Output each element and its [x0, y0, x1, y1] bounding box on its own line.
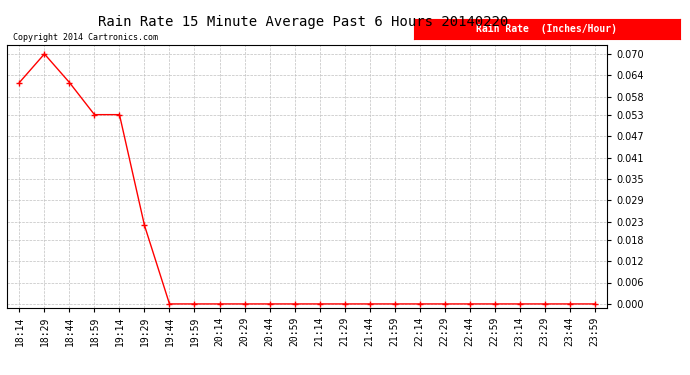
Text: Copyright 2014 Cartronics.com: Copyright 2014 Cartronics.com [13, 33, 158, 42]
Text: Rain Rate  (Inches/Hour): Rain Rate (Inches/Hour) [476, 24, 618, 34]
Text: Rain Rate 15 Minute Average Past 6 Hours 20140220: Rain Rate 15 Minute Average Past 6 Hours… [99, 15, 509, 29]
